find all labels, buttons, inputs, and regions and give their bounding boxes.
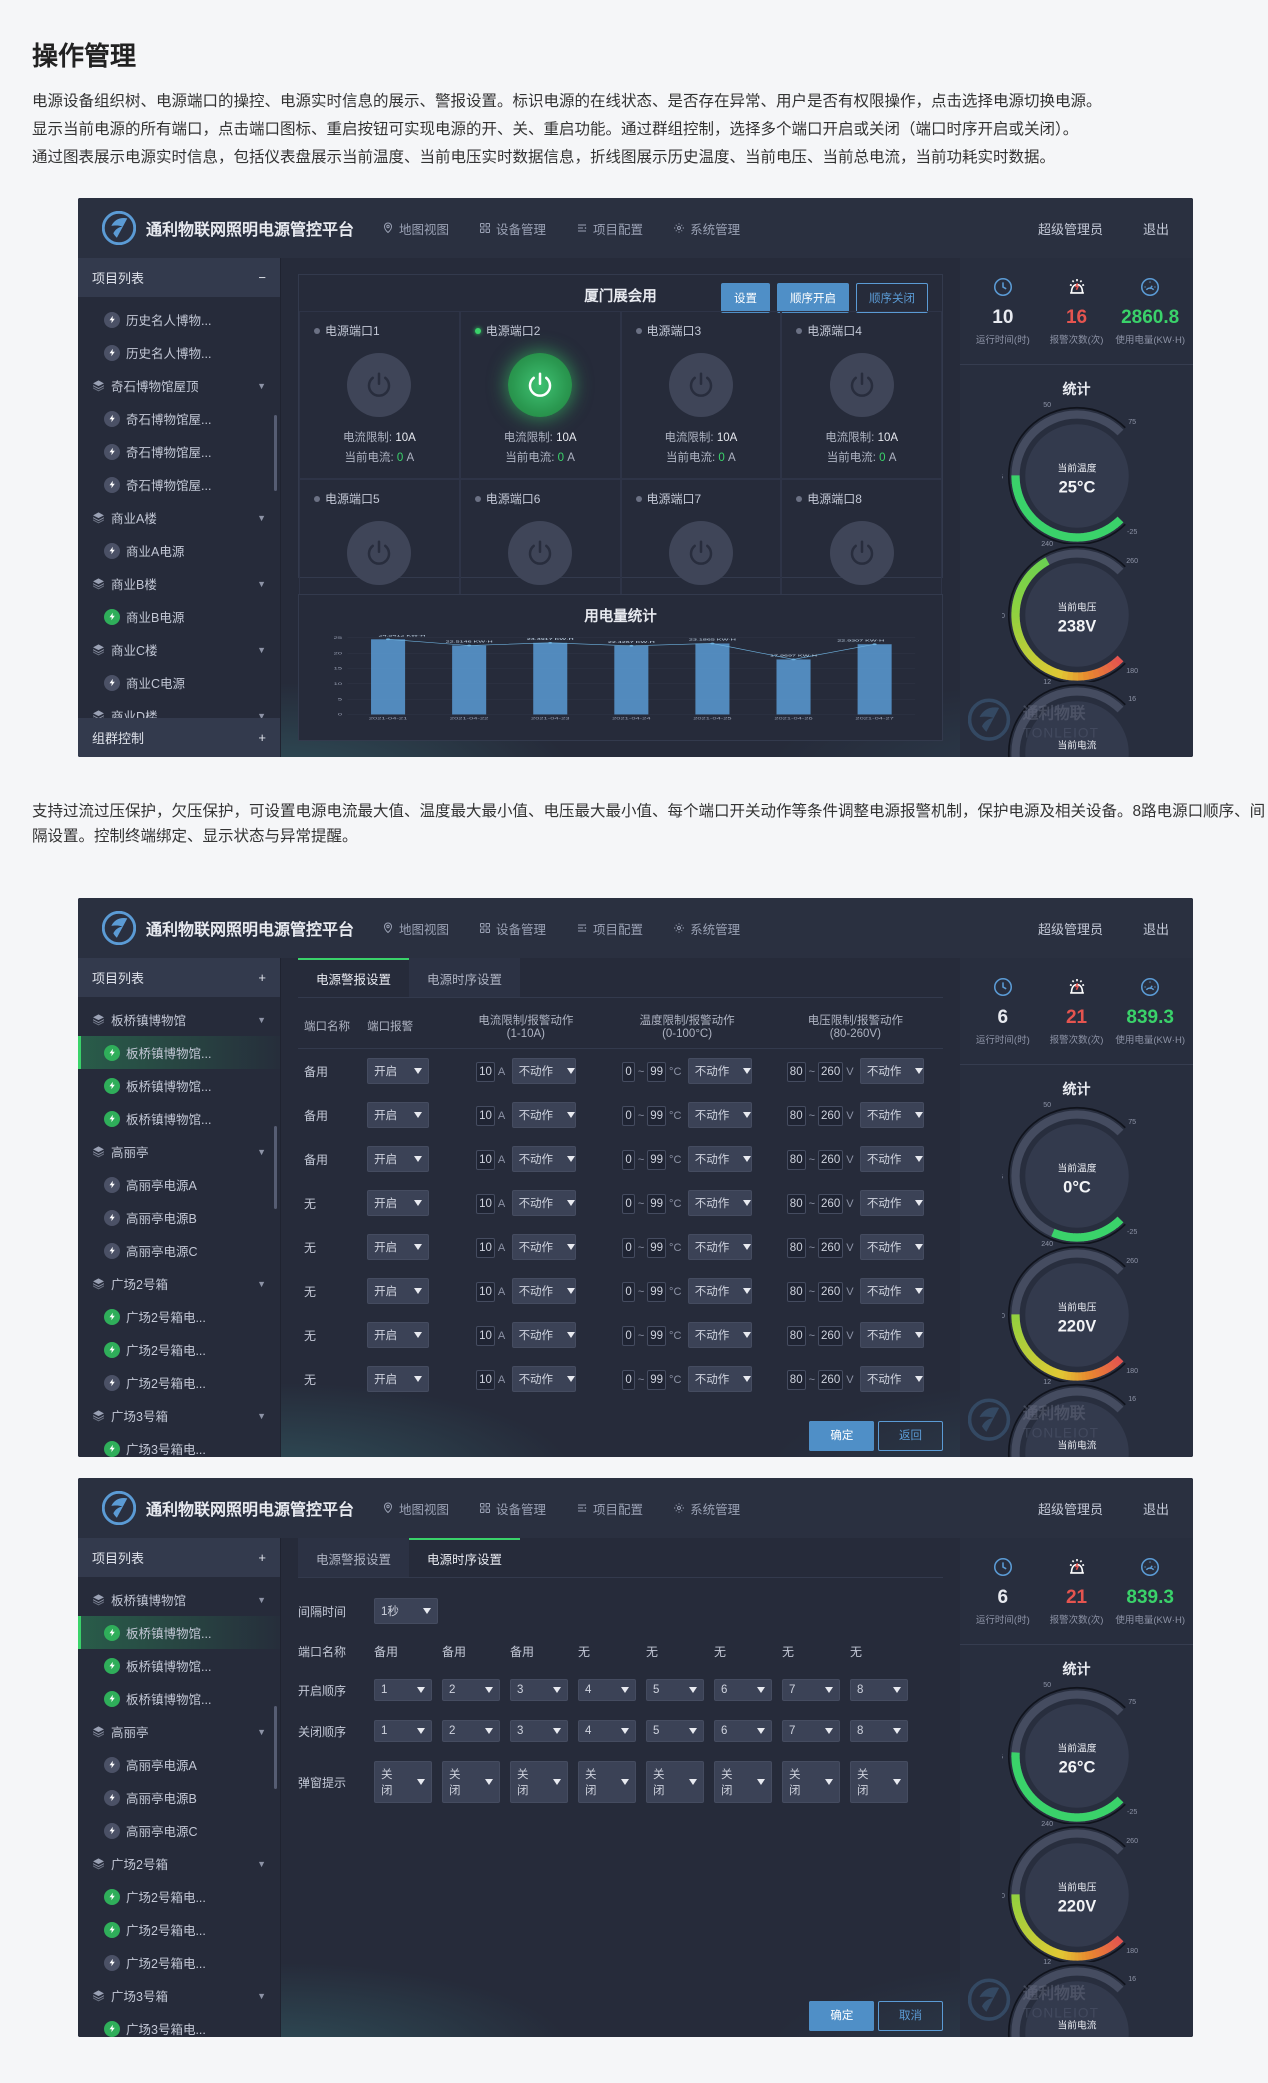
svg-text:50: 50	[1043, 401, 1051, 409]
svg-text:0A: 0A	[1066, 1456, 1087, 1458]
svg-text:240: 240	[1041, 540, 1053, 548]
svg-text:-25: -25	[1127, 528, 1137, 536]
svg-text:12: 12	[1043, 678, 1051, 686]
svg-text:220: 220	[1002, 1892, 1005, 1900]
svg-text:当前电压: 当前电压	[1057, 1880, 1096, 1893]
svg-text:24.5412 KW·H: 24.5412 KW·H	[378, 635, 425, 638]
svg-text:180: 180	[1126, 667, 1138, 675]
svg-text:260: 260	[1126, 556, 1138, 564]
svg-text:75: 75	[1128, 1698, 1136, 1706]
svg-text:240: 240	[1041, 1240, 1053, 1248]
svg-text:当前温度: 当前温度	[1057, 1742, 1096, 1755]
svg-text:16: 16	[1128, 1975, 1136, 1983]
svg-text:260: 260	[1126, 1256, 1138, 1264]
svg-text:50: 50	[1043, 1681, 1051, 1689]
svg-text:当前温度: 当前温度	[1057, 462, 1096, 475]
svg-text:2021-04-25: 2021-04-25	[693, 717, 731, 720]
svg-text:16: 16	[1128, 1395, 1136, 1403]
svg-text:50: 50	[1043, 1101, 1051, 1109]
svg-text:25: 25	[1002, 473, 1003, 481]
svg-text:220V: 220V	[1057, 1897, 1096, 1915]
svg-text:当前电流: 当前电流	[1057, 739, 1096, 752]
svg-text:2021-04-27: 2021-04-27	[855, 717, 893, 720]
svg-text:当前电压: 当前电压	[1057, 1300, 1096, 1313]
svg-text:260: 260	[1126, 1836, 1138, 1844]
svg-text:238V: 238V	[1057, 617, 1096, 635]
svg-text:23.3917 KW·H: 23.3917 KW·H	[527, 638, 574, 641]
svg-text:26°C: 26°C	[1058, 1759, 1095, 1777]
svg-text:2021-04-21: 2021-04-21	[369, 717, 407, 720]
svg-text:12: 12	[1043, 1958, 1051, 1966]
svg-text:25: 25	[334, 637, 342, 640]
svg-text:16: 16	[1128, 695, 1136, 703]
svg-text:22.4267 KW·H: 22.4267 KW·H	[608, 641, 655, 644]
svg-text:当前电流: 当前电流	[1057, 2019, 1096, 2032]
svg-text:180: 180	[1126, 1367, 1138, 1375]
svg-text:2021-04-23: 2021-04-23	[531, 717, 569, 720]
svg-text:220: 220	[1002, 612, 1005, 620]
svg-text:220V: 220V	[1057, 1317, 1096, 1335]
svg-text:2021-04-22: 2021-04-22	[450, 717, 488, 720]
svg-text:5: 5	[338, 698, 342, 701]
svg-text:220: 220	[1002, 1312, 1005, 1320]
svg-text:25: 25	[1002, 1173, 1003, 1181]
svg-text:0°C: 0°C	[1063, 1179, 1091, 1197]
svg-text:当前电压: 当前电压	[1057, 600, 1096, 613]
svg-text:0A: 0A	[1066, 756, 1087, 758]
svg-text:当前电流: 当前电流	[1057, 1439, 1096, 1452]
svg-text:23.1865 KW·H: 23.1865 KW·H	[689, 638, 736, 641]
svg-text:180: 180	[1126, 1947, 1138, 1955]
svg-text:17.9697 KW·H: 17.9697 KW·H	[770, 654, 817, 657]
svg-text:22.5146 KW·H: 22.5146 KW·H	[446, 640, 493, 643]
svg-text:0A: 0A	[1066, 2036, 1087, 2038]
svg-text:15: 15	[334, 667, 342, 670]
svg-text:12: 12	[1043, 1378, 1051, 1386]
svg-text:2021-04-24: 2021-04-24	[612, 717, 651, 720]
svg-text:-25: -25	[1127, 1228, 1137, 1236]
svg-text:25: 25	[1002, 1753, 1003, 1761]
svg-text:当前温度: 当前温度	[1057, 1162, 1096, 1175]
svg-text:25°C: 25°C	[1058, 479, 1095, 497]
svg-text:240: 240	[1041, 1820, 1053, 1828]
svg-text:10: 10	[334, 683, 342, 686]
svg-text:2021-04-26: 2021-04-26	[774, 717, 812, 720]
svg-text:75: 75	[1128, 1118, 1136, 1126]
svg-text:22.9307 KW·H: 22.9307 KW·H	[837, 639, 884, 642]
svg-text:20: 20	[334, 652, 342, 655]
svg-text:-25: -25	[1127, 1808, 1137, 1816]
svg-text:0: 0	[338, 713, 342, 716]
svg-text:75: 75	[1128, 418, 1136, 426]
